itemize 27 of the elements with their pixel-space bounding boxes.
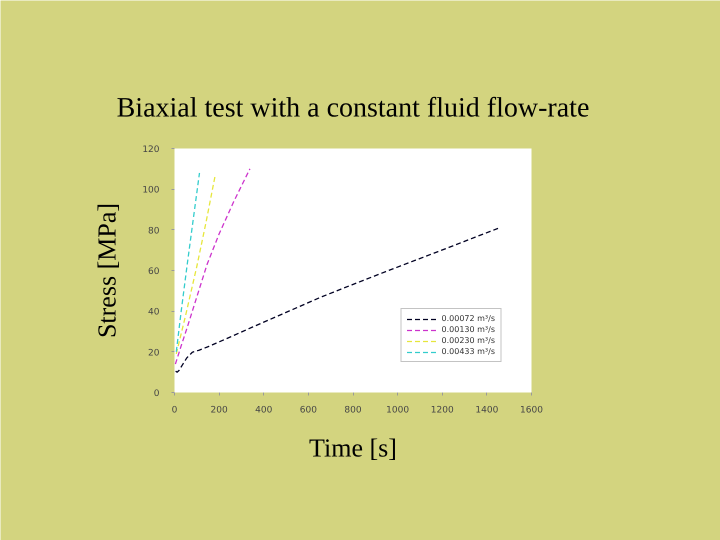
y-tick-label: 20 — [148, 348, 160, 358]
line-series — [176, 176, 216, 355]
y-axis-title: Stress [MPa] — [92, 202, 122, 338]
x-tick-label: 0 — [172, 406, 178, 416]
line-series — [174, 168, 251, 365]
line-series — [174, 227, 500, 373]
chart-title: Biaxial test with a constant fluid flow-rate — [116, 92, 590, 124]
y-tick-label: 100 — [142, 186, 160, 196]
x-axis-title: Time [s] — [309, 434, 397, 462]
legend-label: 0.00130 m³/s — [442, 325, 495, 334]
x-tick-label: 1600 — [520, 406, 544, 416]
y-tick-label: 40 — [148, 308, 160, 318]
legend-label: 0.00433 m³/s — [442, 347, 495, 356]
x-tick-label: 600 — [300, 406, 318, 416]
y-tick-label: 120 — [142, 145, 160, 155]
x-tick-label: 1400 — [475, 406, 499, 416]
line-series — [176, 172, 200, 352]
legend-label: 0.00072 m³/s — [442, 314, 495, 323]
x-tick-label: 1000 — [386, 406, 410, 416]
x-tick-label: 1200 — [430, 406, 454, 416]
legend-label: 0.00230 m³/s — [442, 336, 495, 345]
y-tick-label: 80 — [148, 226, 160, 236]
y-tick-label: 60 — [148, 267, 160, 277]
x-tick-label: 200 — [210, 406, 228, 416]
x-tick-label: 400 — [255, 406, 273, 416]
x-tick-label: 800 — [344, 406, 362, 416]
y-tick-label: 0 — [154, 389, 160, 399]
